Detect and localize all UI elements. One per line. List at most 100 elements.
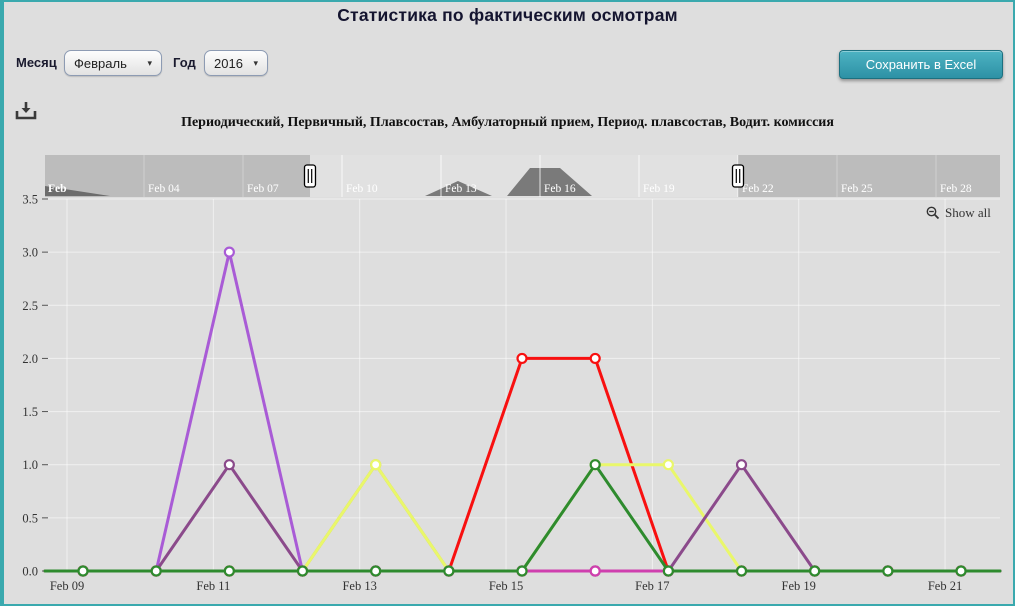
year-select-value: 2016: [214, 55, 243, 71]
data-point-marker: [223, 459, 235, 471]
y-axis-tick-label: 2.5: [22, 299, 38, 313]
data-point-marker: [662, 565, 674, 577]
x-axis-tick-label: Feb 19: [782, 579, 816, 593]
data-point-marker: [296, 565, 309, 577]
series-line-plum-line: [43, 463, 1002, 573]
window-accent-border: [0, 0, 4, 606]
navigator-handle-left[interactable]: [303, 164, 317, 188]
data-point-marker: [77, 565, 89, 577]
data-point-marker: [589, 459, 601, 471]
y-axis-tick-label: 3.0: [22, 246, 38, 260]
year-select[interactable]: 2016 ▾: [204, 50, 268, 76]
data-point-marker: [662, 565, 674, 577]
data-point-marker: [77, 565, 89, 577]
data-point-marker: [735, 565, 748, 577]
data-point-marker: [150, 565, 162, 577]
data-point-marker: [223, 565, 235, 577]
data-point-marker: [589, 565, 601, 577]
y-axis-tick-label: 2.0: [22, 352, 38, 366]
data-point-marker: [150, 565, 162, 577]
show-all-button[interactable]: Show all: [926, 205, 991, 221]
data-point-marker: [77, 565, 89, 577]
data-point-marker: [735, 565, 748, 577]
navigator-mask-left[interactable]: [45, 155, 310, 197]
navigator-handle-right[interactable]: [731, 164, 745, 188]
data-point-marker: [223, 246, 235, 258]
data-point-marker: [516, 565, 528, 577]
data-point-marker: [955, 565, 967, 577]
x-axis-tick-label: Feb 13: [342, 579, 376, 593]
data-point-marker: [370, 565, 382, 577]
navigator: Feb Feb 04 Feb 07 Feb 10 Feb 13 Feb 16 Feb 19 F…: [45, 155, 1000, 197]
data-point-marker: [77, 565, 89, 577]
save-to-excel-button[interactable]: Сохранить в Excel: [839, 50, 1003, 79]
month-select[interactable]: Февраль ▾: [64, 50, 162, 76]
y-axis-tick-label: 0.0: [22, 565, 38, 579]
data-point-marker: [809, 565, 821, 577]
data-point-marker: [150, 565, 162, 577]
series-line-green-line: [43, 463, 1002, 573]
chevron-down-icon: ▾: [147, 57, 152, 68]
data-point-marker: [662, 565, 674, 577]
data-point-marker: [77, 565, 89, 577]
data-point-marker: [516, 352, 528, 365]
data-point-marker: [370, 459, 382, 471]
download-icon[interactable]: [13, 100, 39, 122]
data-point-marker: [370, 565, 382, 577]
data-point-marker: [735, 565, 748, 577]
navigator-tick-label: Feb 04: [148, 183, 180, 195]
data-point-marker: [150, 565, 162, 577]
series-plum-line: [43, 459, 1002, 577]
data-point-marker: [296, 565, 309, 577]
data-point-marker: [955, 565, 967, 577]
series-red-line: [43, 352, 1002, 577]
data-point-marker: [589, 459, 601, 471]
data-point-marker: [77, 565, 89, 577]
navigator-mask-right[interactable]: [738, 155, 1000, 197]
navigator-tick-label: Feb 10: [346, 183, 378, 195]
series-yellow-line: [43, 459, 1002, 577]
navigator-tick-label: Feb: [48, 183, 67, 195]
data-point-marker: [370, 565, 382, 577]
month-label: Месяц: [16, 55, 57, 70]
data-point-marker: [735, 459, 748, 471]
data-point-marker: [589, 352, 601, 365]
data-point-marker: [882, 565, 894, 577]
axes: 0.0 0.5 1.0 1.5 2.0 2.5 3.0 3.5 Feb 09 Feb 11 Feb …: [22, 192, 962, 593]
navigator-tick-label: Feb 13: [445, 183, 477, 195]
data-point-marker: [809, 565, 821, 577]
year-label: Год: [173, 55, 196, 70]
data-point-marker: [223, 565, 235, 577]
data-point-marker: [955, 565, 967, 577]
data-point-marker: [662, 565, 674, 577]
series-line-red-line: [43, 356, 1002, 573]
data-point-marker: [443, 565, 455, 577]
series-green-line: [43, 459, 1002, 577]
x-axis-tick-label: Feb 17: [635, 579, 669, 593]
data-point-marker: [589, 565, 601, 577]
plot-grid: [48, 198, 1000, 572]
data-point-marker: [516, 565, 528, 577]
data-point-marker: [882, 565, 894, 577]
data-point-marker: [516, 565, 528, 577]
data-point-marker: [735, 565, 748, 577]
data-point-marker: [955, 565, 967, 577]
data-point-marker: [296, 565, 309, 577]
data-point-marker: [955, 565, 967, 577]
data-point-marker: [662, 565, 674, 577]
x-axis-tick-label: Feb 11: [196, 579, 230, 593]
data-point-marker: [443, 565, 455, 577]
series-khaki-line: [43, 459, 1002, 577]
y-axis-tick-label: 1.5: [22, 405, 38, 419]
data-point-marker: [370, 459, 382, 471]
data-point-marker: [296, 565, 309, 577]
data-point-marker: [370, 565, 382, 577]
x-axis-tick-label: Feb 09: [50, 579, 84, 593]
data-point-marker: [296, 565, 309, 577]
data-point-marker: [882, 565, 894, 577]
y-axis-tick-label: 1.0: [22, 458, 38, 472]
series-line-yellow-line: [43, 463, 1002, 573]
chevron-down-icon: ▾: [253, 57, 258, 68]
